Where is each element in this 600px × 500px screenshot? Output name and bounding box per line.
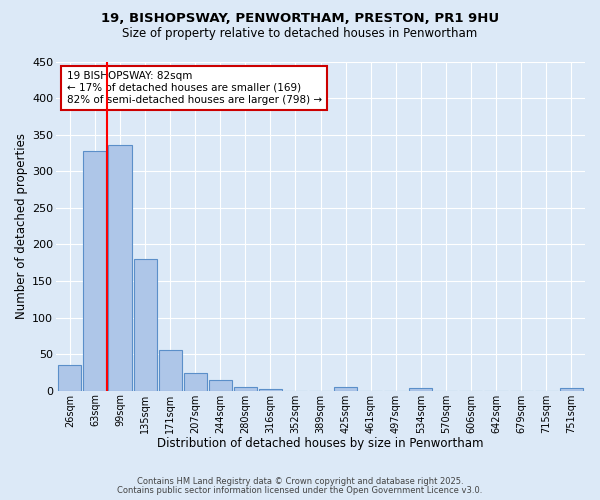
Bar — [83, 150, 106, 390]
Bar — [134, 259, 157, 390]
Y-axis label: Number of detached properties: Number of detached properties — [15, 133, 28, 319]
Bar — [334, 387, 357, 390]
Text: 19, BISHOPSWAY, PENWORTHAM, PRESTON, PR1 9HU: 19, BISHOPSWAY, PENWORTHAM, PRESTON, PR1… — [101, 12, 499, 26]
Bar — [58, 365, 82, 390]
Bar — [184, 373, 207, 390]
Text: Contains HM Land Registry data © Crown copyright and database right 2025.: Contains HM Land Registry data © Crown c… — [137, 477, 463, 486]
Bar — [109, 145, 131, 390]
X-axis label: Distribution of detached houses by size in Penwortham: Distribution of detached houses by size … — [157, 437, 484, 450]
Bar — [259, 389, 282, 390]
Bar — [560, 388, 583, 390]
Text: 19 BISHOPSWAY: 82sqm
← 17% of detached houses are smaller (169)
82% of semi-deta: 19 BISHOPSWAY: 82sqm ← 17% of detached h… — [67, 72, 322, 104]
Bar — [234, 387, 257, 390]
Text: Contains public sector information licensed under the Open Government Licence v3: Contains public sector information licen… — [118, 486, 482, 495]
Text: Size of property relative to detached houses in Penwortham: Size of property relative to detached ho… — [122, 28, 478, 40]
Bar — [409, 388, 433, 390]
Bar — [209, 380, 232, 390]
Bar — [158, 350, 182, 391]
